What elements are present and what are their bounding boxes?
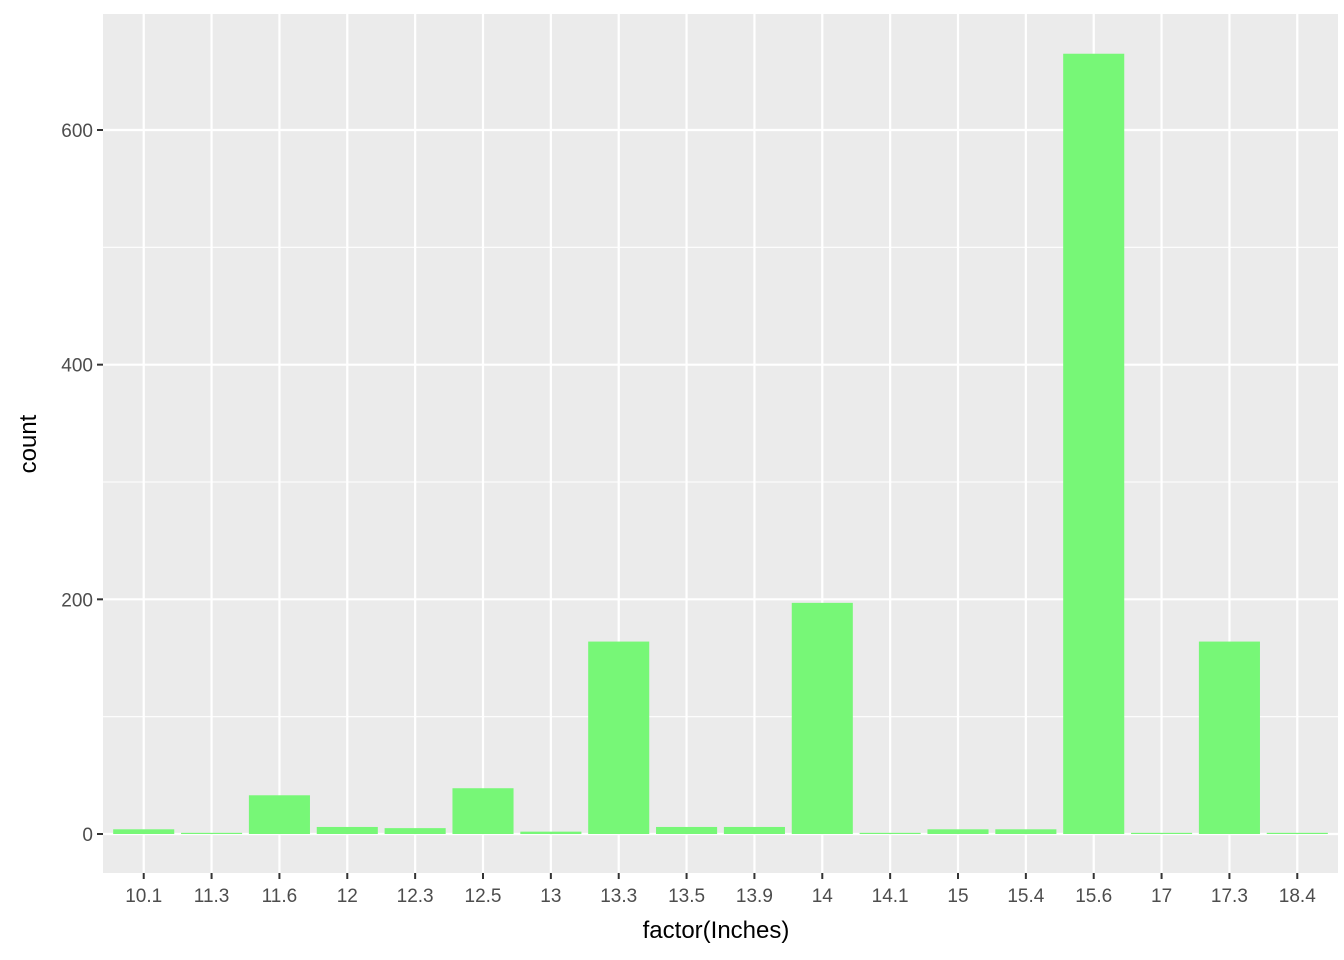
x-tick-label: 13.3	[600, 886, 637, 907]
plot-panel	[103, 14, 1338, 873]
x-tick-label: 17	[1151, 886, 1172, 907]
y-tick-label: 600	[61, 121, 93, 142]
bar	[588, 641, 650, 834]
x-tick-label: 14.1	[872, 886, 909, 907]
bar	[927, 829, 989, 834]
minor-gridlines	[103, 246, 1338, 718]
x-tick-label: 15.4	[1007, 886, 1044, 907]
x-tick-label: 13.9	[736, 886, 773, 907]
bar	[316, 826, 378, 834]
bar	[859, 832, 921, 834]
bar	[995, 829, 1057, 834]
x-tick-label: 11.6	[262, 886, 298, 907]
bar	[113, 829, 175, 834]
bar	[1131, 832, 1193, 834]
bar	[656, 826, 718, 834]
bar	[520, 831, 582, 834]
x-tick-label: 11.3	[194, 886, 230, 907]
x-tick-label: 15.6	[1075, 886, 1112, 907]
bar	[1198, 641, 1260, 834]
x-tick-label: 12.3	[397, 886, 434, 907]
x-axis-title: factor(Inches)	[643, 917, 790, 944]
bar	[248, 795, 310, 834]
bar	[1266, 832, 1328, 834]
y-tick-label: 0	[82, 825, 93, 846]
x-tick-label: 17.3	[1211, 886, 1248, 907]
bars	[113, 53, 1328, 834]
x-tick-label: 18.4	[1279, 886, 1316, 907]
y-tick-label: 200	[61, 590, 93, 611]
bar	[384, 828, 446, 834]
x-tick-label: 13	[540, 886, 561, 907]
y-axis-title: count	[15, 414, 42, 473]
x-tick-label: 12.5	[465, 886, 502, 907]
x-tick-label: 10.1	[125, 886, 162, 907]
y-axis: 0 200 400 600	[61, 121, 103, 846]
x-axis: 10.1 11.3 11.6 12 12.3 12.5 13 13.3 13.5 13.9 14 14…	[125, 873, 1316, 907]
bar	[181, 832, 243, 834]
bar	[791, 602, 853, 834]
bar	[1063, 53, 1125, 834]
x-tick-label: 13.5	[668, 886, 705, 907]
bar	[723, 826, 785, 834]
y-tick-label: 400	[61, 356, 93, 377]
x-tick-label: 14	[812, 886, 834, 907]
x-tick-label: 12	[337, 886, 358, 907]
bar	[452, 788, 514, 834]
x-tick-label: 15	[947, 886, 968, 907]
